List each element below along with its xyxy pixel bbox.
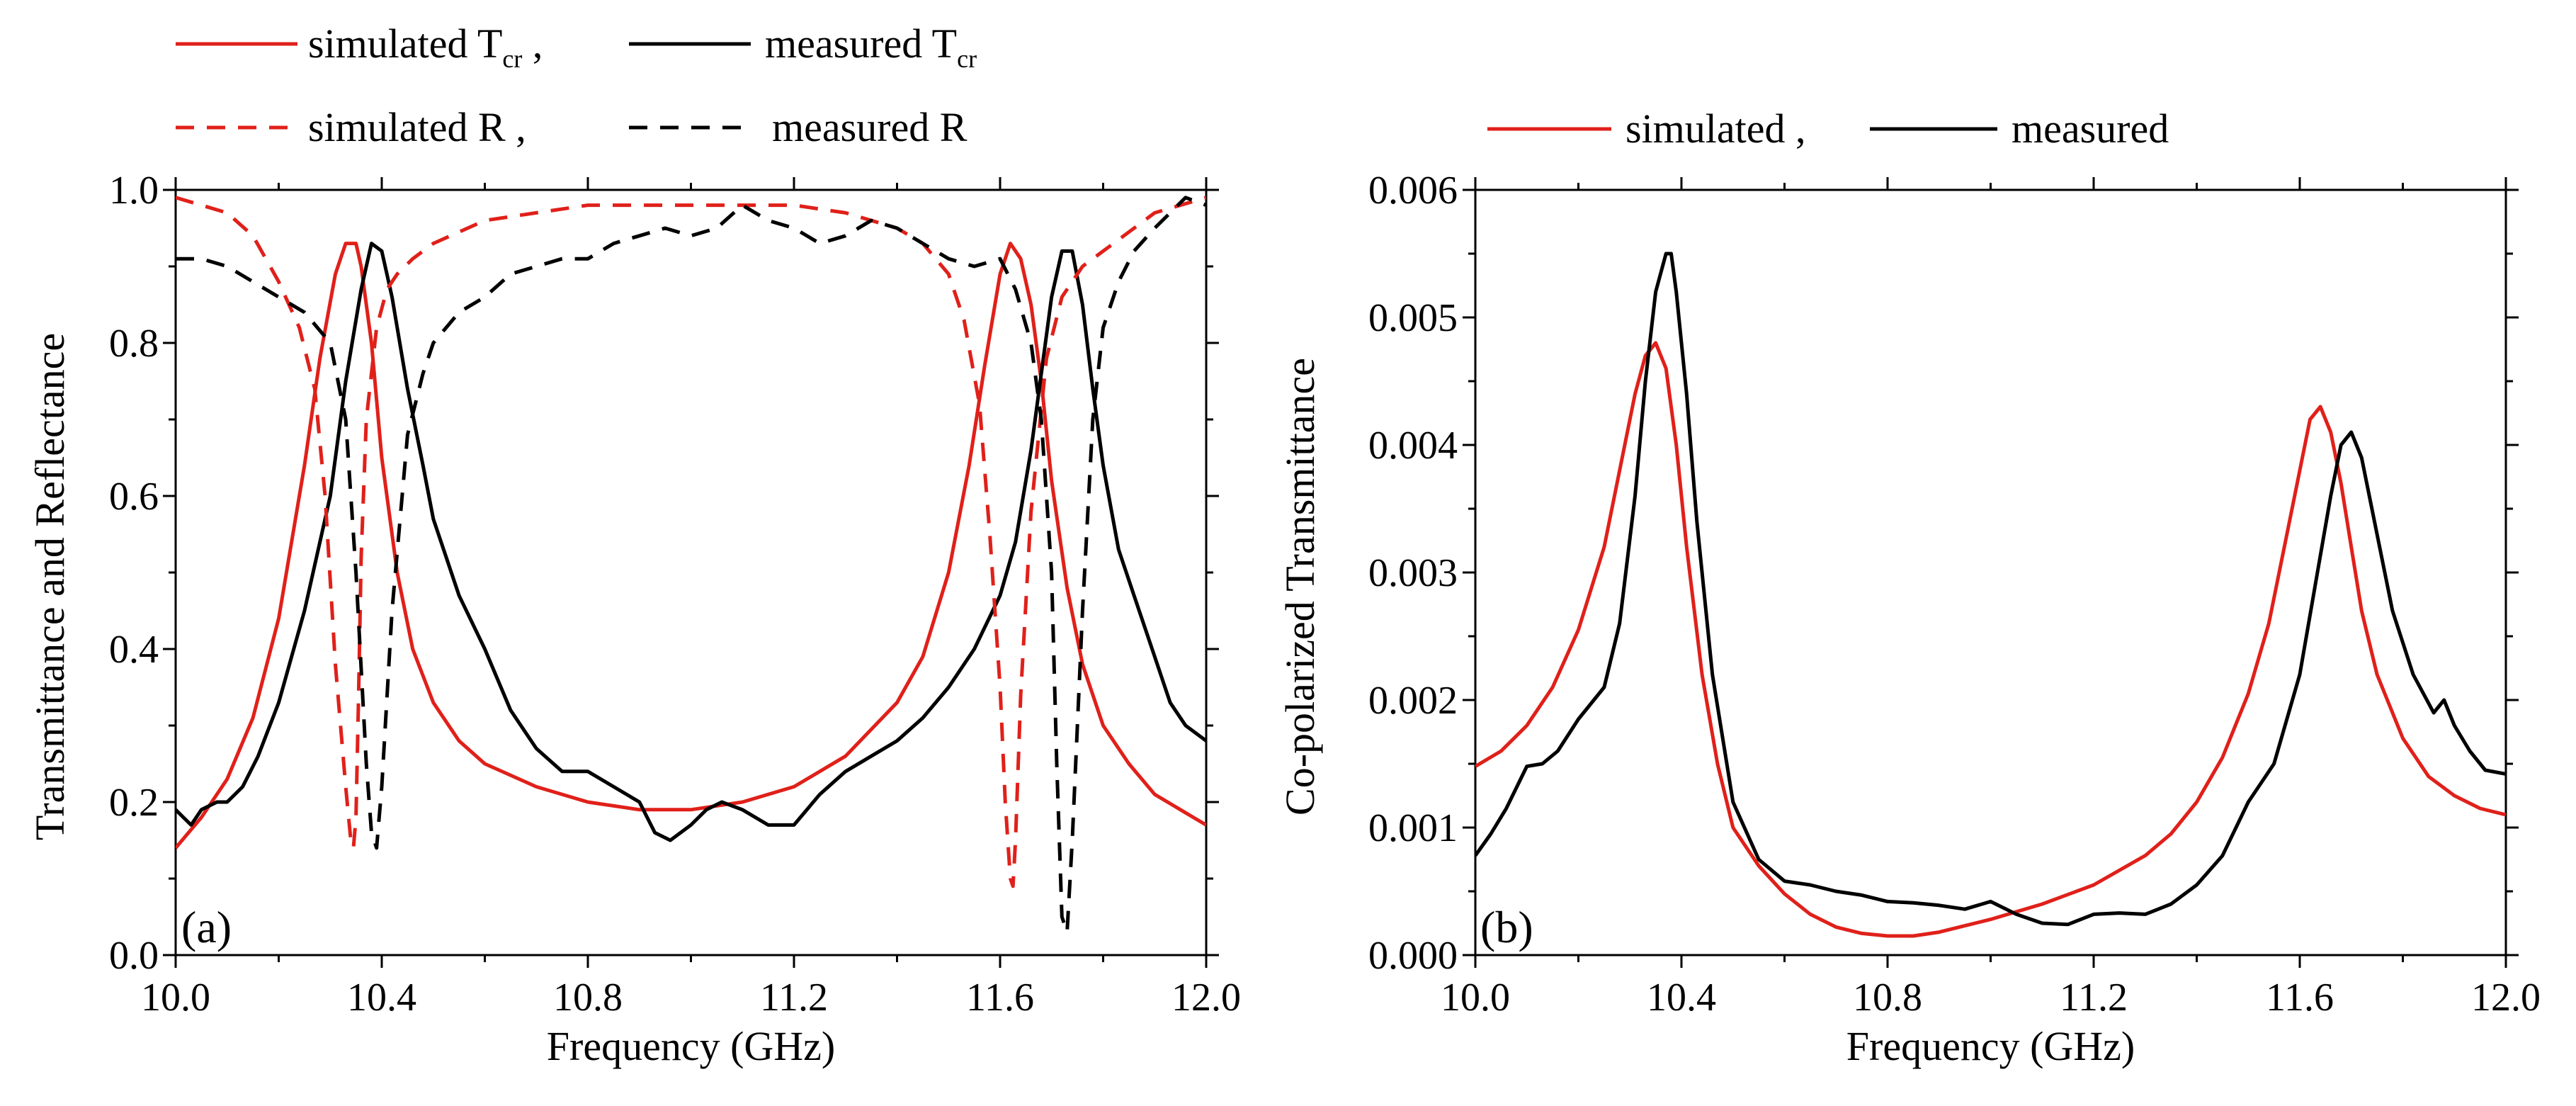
y-tick-label: 0.0: [109, 934, 159, 978]
y-axis-title: Transmittance and Reflectance: [27, 333, 73, 840]
y-tick-label: 0.006: [1368, 169, 1458, 213]
legend-label-text: simulated: [1625, 106, 1786, 152]
legend-label-text: simulated R: [308, 104, 506, 150]
series-line-measured-r: [176, 196, 1206, 935]
y-tick-label: 0.004: [1368, 424, 1458, 468]
y-tick-label: 0.2: [109, 781, 159, 825]
y-tick-label: 1.0: [109, 169, 159, 213]
legend-label: measured Tcr: [765, 21, 977, 73]
x-tick-label: 11.2: [760, 976, 828, 1020]
x-tick-label: 10.4: [1647, 976, 1716, 1020]
y-axis-title: Co-polarized Transmittance: [1277, 358, 1323, 816]
series-line-simulated-tcr: [176, 242, 1206, 850]
legend-label: measured R: [772, 104, 968, 150]
legend-label: simulated Tcr ,: [308, 21, 543, 73]
series-line-simulated: [1475, 341, 2506, 938]
legend-separator: ,: [522, 21, 543, 67]
x-tick-label: 10.8: [553, 976, 623, 1020]
legend-label-text: simulated T: [308, 21, 502, 67]
y-tick-label: 0.001: [1368, 806, 1458, 850]
legend-label-text: measured R: [772, 104, 968, 150]
series-line-measured-tcr: [176, 242, 1206, 842]
legend-label: simulated ,: [1625, 106, 1806, 152]
x-tick-label: 10.0: [141, 976, 210, 1020]
y-tick-label: 0.4: [109, 628, 159, 672]
y-tick-label: 0.002: [1368, 679, 1458, 723]
y-tick-label: 0.8: [109, 322, 159, 366]
x-tick-label: 12.0: [1171, 976, 1241, 1020]
legend-label: measured: [2012, 106, 2169, 152]
x-axis-title: Frequency (GHz): [547, 1023, 835, 1069]
x-tick-label: 10.4: [347, 976, 416, 1020]
legend-label-text: measured T: [765, 21, 957, 67]
legend-label-subscript: cr: [957, 45, 977, 73]
legend-separator: ,: [1786, 106, 1806, 152]
plot-frame: [1474, 188, 2507, 957]
panel-a: 10.0 10.4 10.8 11.2 11.6 12.0 0.0 0.2 0.4 0.6 0.8 1…: [27, 21, 1241, 1069]
x-tick-label: 11.6: [2266, 976, 2334, 1020]
panel-label: (b): [1480, 902, 1533, 952]
x-tick-label: 11.6: [966, 976, 1034, 1020]
series-line-simulated-r: [176, 196, 1206, 888]
legend-label-text: measured: [2012, 106, 2169, 152]
panel-b: 10.0 10.4 10.8 11.2 11.6 12.0 0.000 0.001 0.002 0…: [1277, 106, 2541, 1069]
y-tick-label: 0.005: [1368, 296, 1458, 340]
y-tick-label: 0.6: [109, 475, 159, 519]
legend-separator: ,: [506, 104, 526, 150]
y-tick-label: 0.000: [1368, 934, 1458, 978]
legend-label: simulated R ,: [308, 104, 526, 150]
legend-label-subscript: cr: [502, 45, 522, 73]
series-line-measured: [1475, 252, 2506, 927]
x-tick-label: 12.0: [2471, 976, 2541, 1020]
x-tick-label: 10.0: [1441, 976, 1510, 1020]
y-tick-label: 0.003: [1368, 551, 1458, 595]
x-tick-label: 11.2: [2060, 976, 2128, 1020]
x-axis-title: Frequency (GHz): [1846, 1023, 2135, 1069]
panel-label: (a): [181, 902, 232, 952]
x-tick-label: 10.8: [1853, 976, 1922, 1020]
